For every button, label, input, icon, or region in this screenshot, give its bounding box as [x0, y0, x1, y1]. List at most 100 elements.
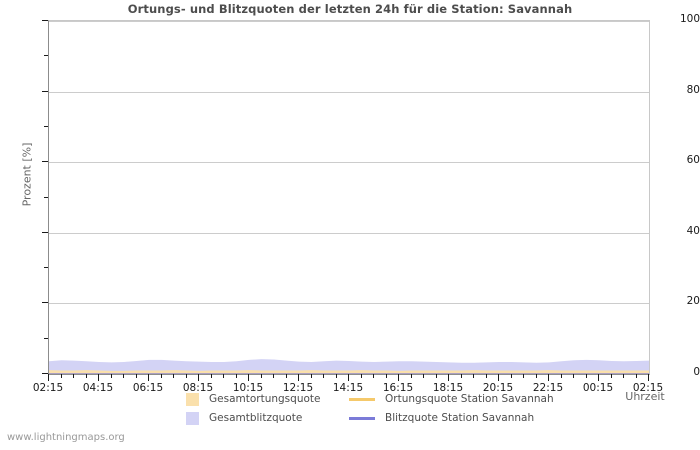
legend-line	[349, 397, 375, 401]
y-tick-mark	[42, 232, 48, 233]
x-tick-mark-minor	[261, 374, 262, 378]
series-layer	[49, 359, 649, 374]
x-tick-mark	[98, 374, 99, 381]
x-tick-mark-minor	[373, 374, 374, 378]
y-tick-label: 100	[679, 13, 700, 25]
gridline	[49, 162, 649, 163]
x-tick-mark	[448, 374, 449, 381]
x-tick-mark-minor	[86, 374, 87, 378]
x-tick-mark-minor	[323, 374, 324, 378]
x-tick-mark-minor	[361, 374, 362, 378]
y-tick-mark-minor	[44, 55, 48, 56]
x-tick-mark-minor	[623, 374, 624, 378]
y-tick-mark	[42, 302, 48, 303]
x-tick-mark	[348, 374, 349, 381]
x-tick-label: 16:15	[382, 382, 414, 394]
x-tick-mark	[498, 374, 499, 381]
gridline	[49, 233, 649, 234]
y-tick-mark-minor	[44, 126, 48, 127]
legend-swatch	[186, 411, 199, 425]
x-tick-label: 14:15	[332, 382, 364, 394]
x-tick-mark-minor	[211, 374, 212, 378]
x-tick-mark-minor	[461, 374, 462, 378]
x-tick-mark	[148, 374, 149, 381]
x-tick-mark-minor	[511, 374, 512, 378]
y-tick-label: 20	[686, 295, 700, 308]
x-tick-mark-minor	[611, 374, 612, 378]
x-tick-mark-minor	[423, 374, 424, 378]
x-tick-mark-minor	[223, 374, 224, 378]
legend-entry[interactable]: Blitzquote Station Savannah	[349, 410, 534, 426]
y-tick-mark-minor	[44, 197, 48, 198]
gridline	[49, 92, 649, 93]
legend-label: Blitzquote Station Savannah	[385, 412, 535, 424]
y-axis-label: Prozent [%]	[20, 142, 34, 207]
y-tick-label: 60	[686, 154, 700, 167]
x-tick-mark	[398, 374, 399, 381]
y-tick-mark	[42, 373, 48, 374]
x-tick-mark-minor	[386, 374, 387, 378]
chart-legend: Gesamtortungsquote Gesamtblitzquote Ortung…	[186, 391, 626, 427]
x-tick-mark-minor	[186, 374, 187, 378]
legend-entry[interactable]: Gesamtblitzquote	[186, 410, 302, 426]
x-tick-mark-minor	[561, 374, 562, 378]
x-tick-label: 00:15	[582, 382, 614, 394]
legend-label: Ortungsquote Station Savannah	[385, 393, 554, 405]
x-tick-label: 04:15	[82, 382, 114, 394]
legend-entry[interactable]: Gesamtortungsquote	[186, 391, 320, 407]
legend-swatch	[186, 392, 199, 406]
x-tick-label: 18:15	[432, 382, 464, 394]
x-tick-mark-minor	[573, 374, 574, 378]
x-tick-mark-minor	[473, 374, 474, 378]
series-area	[49, 370, 649, 374]
x-tick-mark-minor	[436, 374, 437, 378]
legend-line-sample	[349, 393, 375, 406]
x-tick-label: 22:15	[532, 382, 564, 394]
x-tick-mark-minor	[273, 374, 274, 378]
legend-label: Gesamtblitzquote	[209, 412, 303, 424]
x-tick-mark	[48, 374, 49, 381]
x-tick-label: 12:15	[282, 382, 314, 394]
x-tick-mark	[598, 374, 599, 381]
x-tick-mark-minor	[236, 374, 237, 378]
x-tick-mark-minor	[61, 374, 62, 378]
x-tick-label: 08:15	[182, 382, 214, 394]
chart-title: Ortungs- und Blitzquoten der letzten 24h…	[127, 2, 573, 16]
x-tick-mark-minor	[411, 374, 412, 378]
plot-area	[48, 20, 650, 375]
y-tick-label: 40	[686, 224, 700, 237]
x-tick-mark-minor	[173, 374, 174, 378]
y-tick-mark-minor	[44, 267, 48, 268]
x-tick-mark-minor	[336, 374, 337, 378]
x-axis-label: Uhrzeit	[625, 390, 665, 403]
y-tick-label: 80	[686, 83, 700, 96]
y-tick-mark	[42, 91, 48, 92]
x-axis: 02:15 04:15 06:15 08:15 10:15 12:15 14:15 16:15…	[33, 374, 663, 398]
gridline	[49, 21, 649, 22]
y-tick-mark	[42, 20, 48, 21]
x-tick-mark	[298, 374, 299, 381]
y-tick-mark-minor	[44, 338, 48, 339]
legend-entry[interactable]: Ortungsquote Station Savannah	[349, 391, 554, 407]
x-tick-label: 06:15	[132, 382, 164, 394]
x-tick-mark-minor	[123, 374, 124, 378]
x-tick-label: 20:15	[482, 382, 514, 394]
x-tick-mark-minor	[136, 374, 137, 378]
x-tick-mark-minor	[73, 374, 74, 378]
x-tick-mark-minor	[311, 374, 312, 378]
x-tick-label: 10:15	[232, 382, 264, 394]
x-tick-mark-minor	[636, 374, 637, 378]
x-tick-mark-minor	[161, 374, 162, 378]
x-tick-label: 02:15	[32, 382, 64, 394]
legend-label: Gesamtortungsquote	[209, 393, 321, 405]
series-area	[49, 359, 649, 374]
x-tick-label: 02:15	[632, 382, 664, 394]
x-tick-mark	[548, 374, 549, 381]
gridline	[49, 303, 649, 304]
legend-line	[349, 416, 375, 420]
x-tick-mark-minor	[111, 374, 112, 378]
legend-line-sample	[349, 412, 375, 425]
y-tick-mark	[42, 161, 48, 162]
x-tick-mark	[248, 374, 249, 381]
x-tick-mark-minor	[536, 374, 537, 378]
